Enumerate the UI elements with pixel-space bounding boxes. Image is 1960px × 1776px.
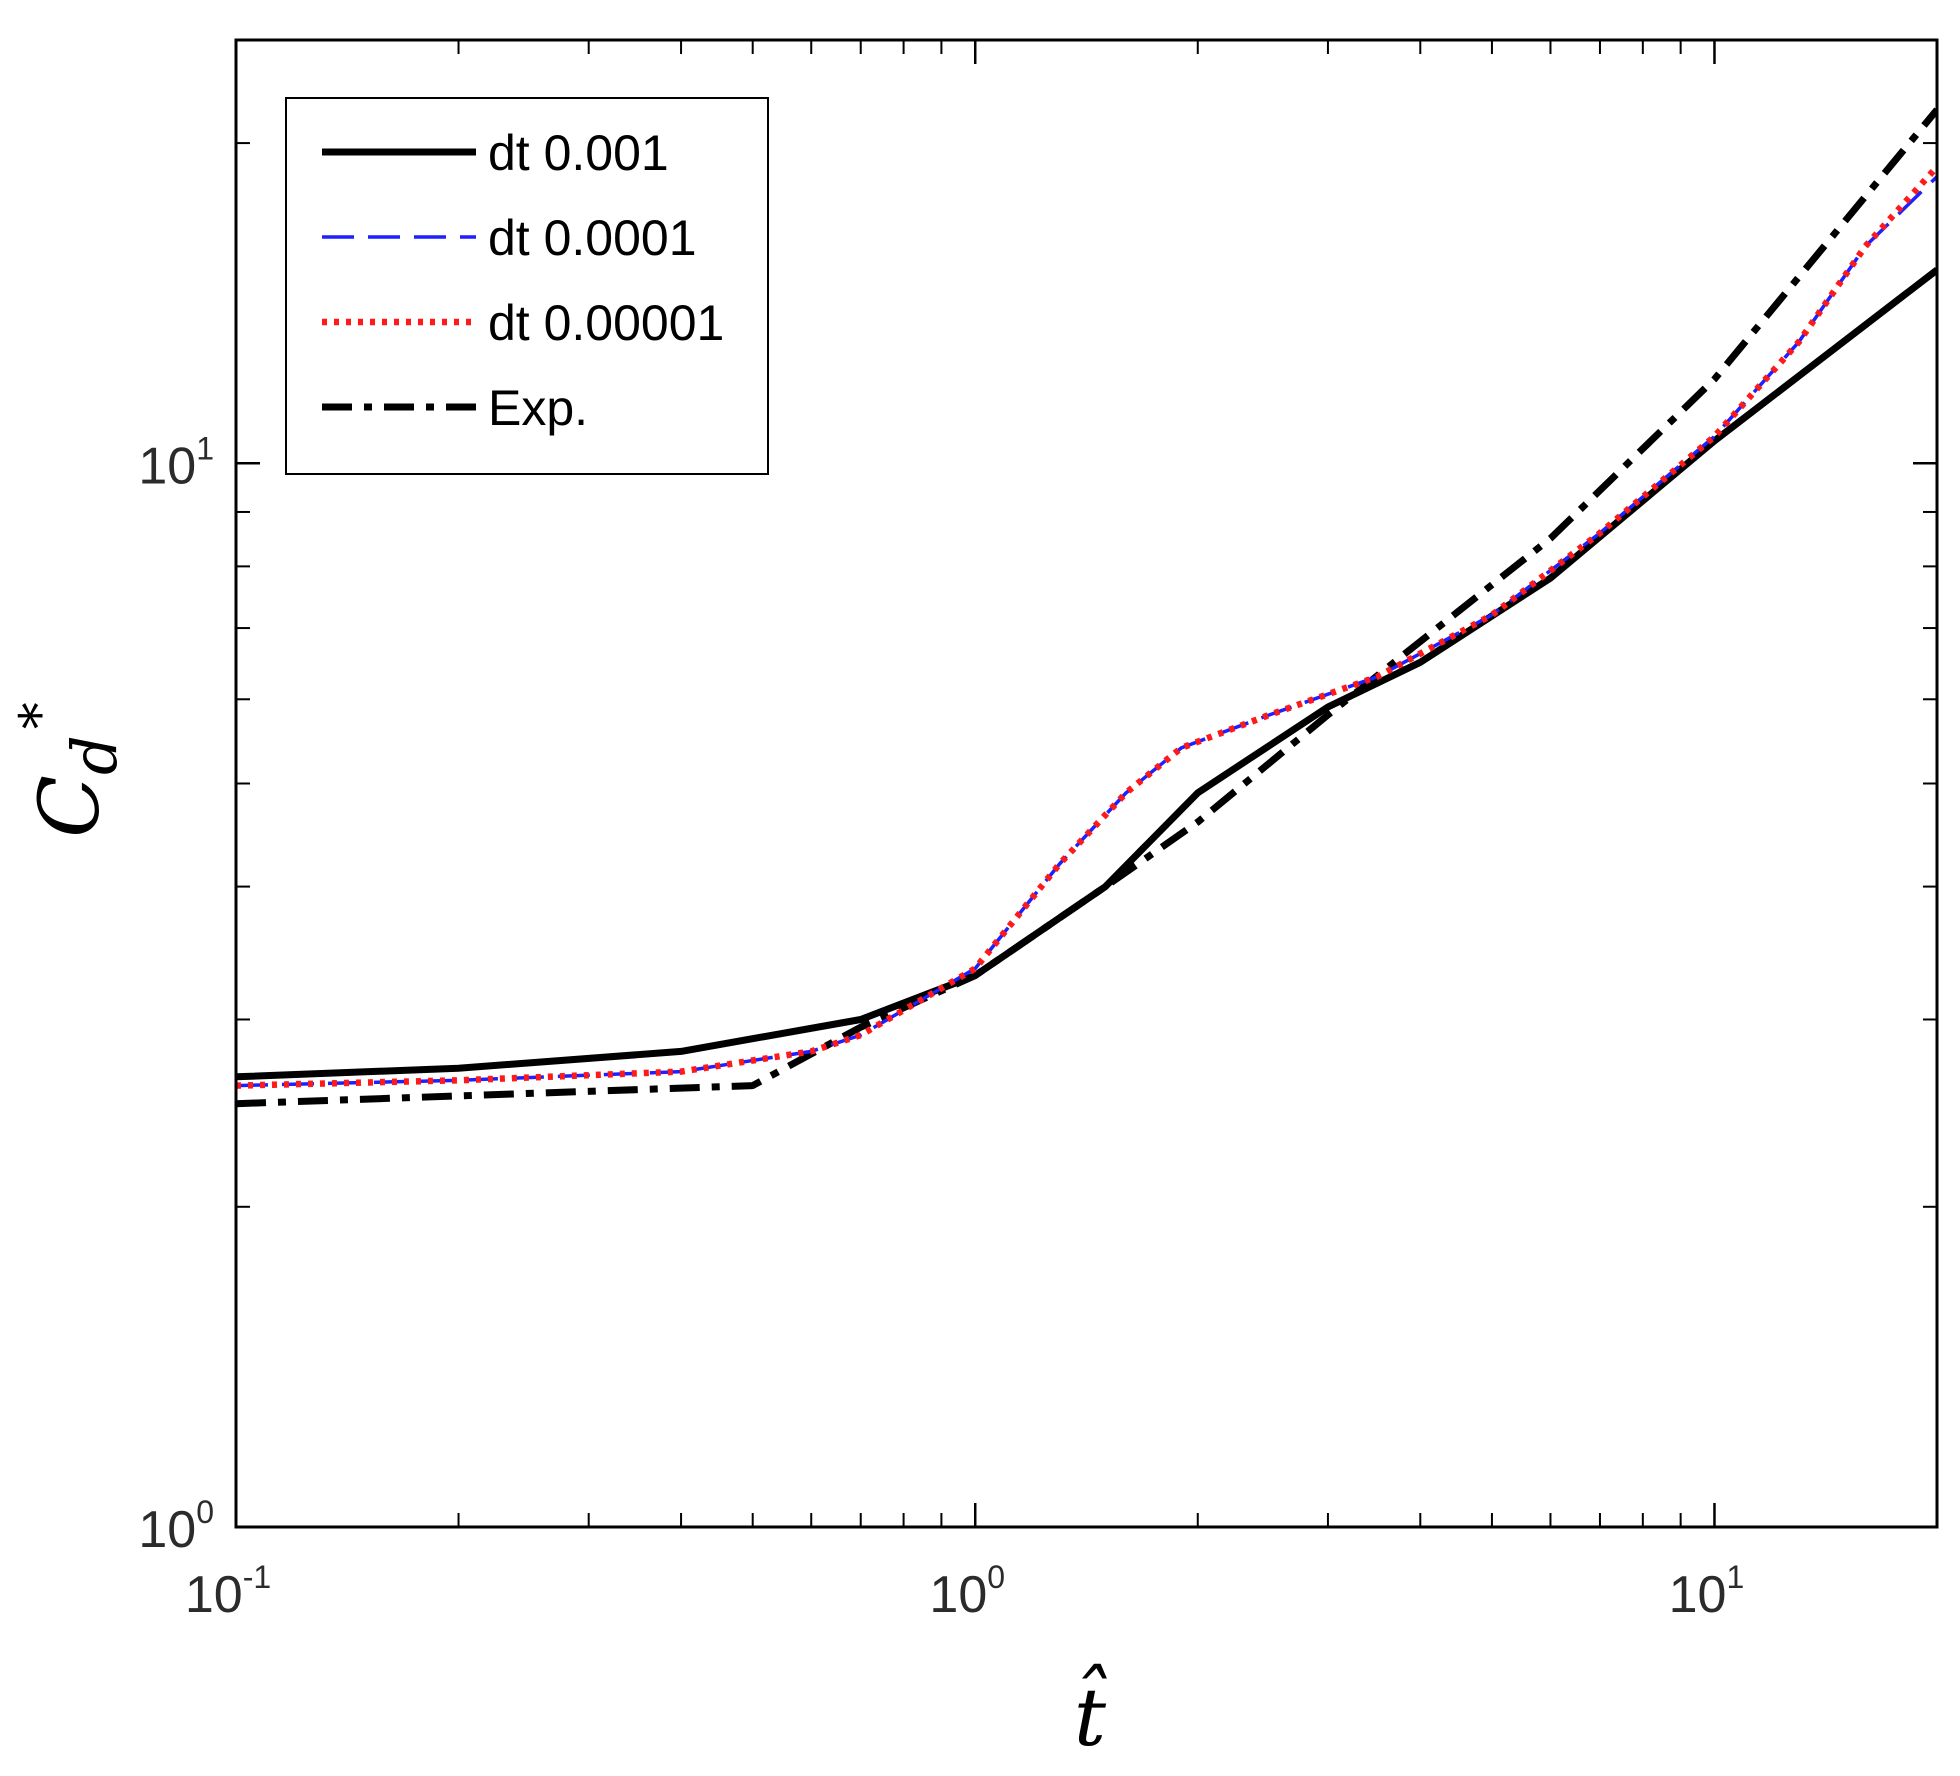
- y-tick-label-base: 10: [138, 1501, 196, 1559]
- x-tick-label-exponent: 1: [1726, 1559, 1744, 1595]
- y-tick-label: 100: [138, 1494, 214, 1559]
- y-axis-label-sub: d: [58, 735, 131, 775]
- x-tick-label-base: 10: [929, 1566, 987, 1624]
- x-tick-label: 100: [929, 1559, 1005, 1624]
- x-tick-labels: 10-1 100 101: [185, 1559, 1744, 1624]
- y-axis-label-sup: *: [8, 702, 71, 729]
- x-tick-label-exponent: -1: [243, 1559, 271, 1595]
- x-axis-label: t̂: [1074, 1663, 1108, 1764]
- x-tick-label-exponent: 0: [987, 1559, 1005, 1595]
- y-tick-label-exponent: 0: [196, 1494, 214, 1530]
- x-tick-label-base: 10: [185, 1566, 243, 1624]
- y-tick-label: 101: [138, 430, 214, 495]
- y-axis-label-text: Cd *: [8, 702, 131, 837]
- series-line-1: [236, 267, 1937, 1081]
- y-axis-label: Cd *: [8, 702, 131, 837]
- plot-frame: [234, 38, 1939, 1529]
- legend-label: dt 0.001: [488, 125, 669, 181]
- legend-label: dt 0.0001: [488, 210, 697, 266]
- x-tick-label: 10-1: [185, 1559, 271, 1624]
- series-lines: [236, 107, 1937, 1108]
- y-axis-label-base: C: [23, 775, 118, 838]
- series-line-3: [236, 164, 1937, 1089]
- legend-box: [285, 97, 769, 475]
- legend: dt 0.001 dt 0.0001 dt 0.00001 Exp.: [285, 97, 769, 475]
- minor-ticks: [236, 40, 1938, 1527]
- series-line-4: [236, 107, 1937, 1108]
- legend-label: dt 0.00001: [488, 295, 724, 351]
- x-axis-label-text: t̂: [1074, 1663, 1108, 1764]
- y-tick-label-exponent: 1: [196, 430, 214, 466]
- y-tick-label-base: 10: [138, 437, 196, 495]
- x-tick-label-base: 10: [1669, 1566, 1727, 1624]
- legend-label: Exp.: [488, 380, 588, 436]
- x-tick-label: 101: [1669, 1559, 1745, 1624]
